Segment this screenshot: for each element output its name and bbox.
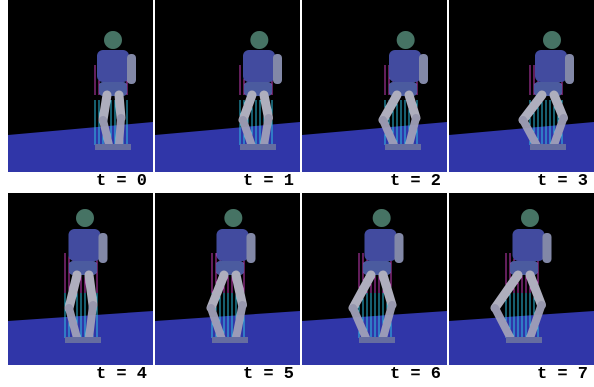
time-label: t = 6 bbox=[390, 365, 441, 385]
frame: t = 7 bbox=[449, 193, 594, 386]
time-label: t = 3 bbox=[537, 172, 588, 192]
time-label: t = 5 bbox=[243, 365, 294, 385]
simulation-view bbox=[155, 0, 300, 172]
simulation-view bbox=[155, 193, 300, 365]
frame: t = 5 bbox=[155, 193, 300, 386]
frame: t = 3 bbox=[449, 0, 594, 193]
simulation-view bbox=[449, 193, 594, 365]
figure: t = 0 t = 1 bbox=[0, 0, 594, 387]
simulation-view bbox=[302, 193, 447, 365]
frame: t = 1 bbox=[155, 0, 300, 193]
time-label: t = 1 bbox=[243, 172, 294, 192]
frame: t = 6 bbox=[302, 193, 447, 386]
time-label: t = 7 bbox=[537, 365, 588, 385]
time-label: t = 4 bbox=[96, 365, 147, 385]
simulation-view bbox=[8, 193, 153, 365]
simulation-view bbox=[8, 0, 153, 172]
simulation-view bbox=[449, 0, 594, 172]
frame: t = 4 bbox=[8, 193, 153, 386]
frame: t = 0 bbox=[8, 0, 153, 193]
simulation-view bbox=[302, 0, 447, 172]
time-label: t = 0 bbox=[96, 172, 147, 192]
frame: t = 2 bbox=[302, 0, 447, 193]
time-label: t = 2 bbox=[390, 172, 441, 192]
